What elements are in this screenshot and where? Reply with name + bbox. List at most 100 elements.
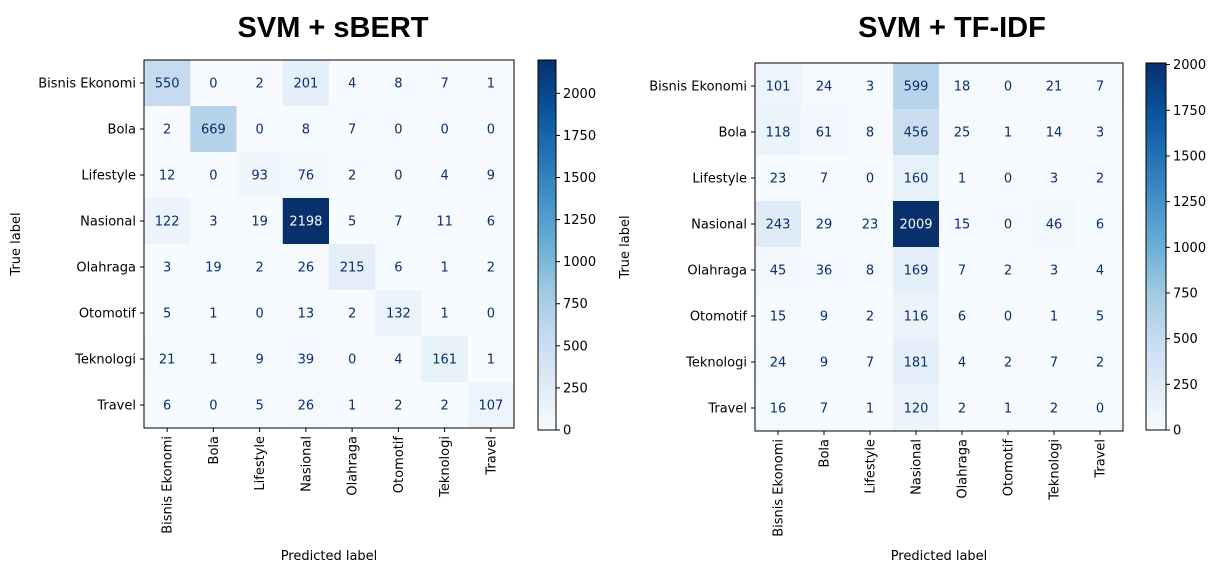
heatmap-cell (144, 336, 191, 383)
chart-title: SVM + sBERT (237, 12, 429, 44)
cell-value-label: 19 (251, 215, 268, 230)
cell-value-label: 1 (1050, 310, 1058, 325)
x-tick-label: Lifestyle (253, 436, 268, 491)
heatmap-cell (755, 385, 802, 432)
y-tick-label: Olahraga (76, 261, 136, 276)
heatmap-cell (236, 290, 284, 337)
heatmap-cell (893, 109, 940, 156)
cell-value-label: 6 (487, 215, 495, 230)
y-tick-label: Teknologi (685, 356, 747, 371)
heatmap-cell (467, 60, 515, 107)
heatmap-cell (467, 244, 515, 291)
heatmap-cell (1031, 339, 1078, 386)
cell-value-label: 169 (904, 264, 929, 279)
heatmap-cell (467, 152, 515, 199)
cell-value-label: 0 (1004, 218, 1012, 233)
heatmap-cell (1077, 201, 1124, 248)
colorbar-tick-label: 1500 (1173, 149, 1206, 164)
x-tick-label: Travel (1094, 439, 1109, 479)
cell-value-label: 1 (440, 261, 448, 276)
cell-value-label: 118 (766, 126, 791, 141)
heatmap-cell (236, 60, 284, 107)
heatmap-cell (467, 382, 515, 429)
heatmap-cell (421, 106, 469, 153)
colorbar-tick-label: 750 (563, 297, 588, 312)
heatmap-cell (755, 247, 802, 294)
cell-value-label: 2009 (899, 218, 932, 233)
cell-value-label: 4 (1096, 264, 1104, 279)
colorbar-tick-label: 1500 (563, 171, 596, 186)
heatmap-cell (801, 247, 848, 294)
cell-value-label: 2 (1004, 356, 1012, 371)
cell-value-label: 0 (255, 307, 263, 322)
cell-value-label: 5 (255, 399, 263, 414)
colorbar-gradient (537, 59, 557, 431)
heatmap-cell (190, 60, 237, 107)
heatmap-cell (755, 109, 802, 156)
colorbar-tick-label: 500 (563, 339, 588, 354)
plot-frame (143, 59, 515, 429)
cell-value-label: 4 (348, 77, 356, 92)
cell-value-label: 0 (255, 123, 263, 138)
cell-value-label: 46 (1046, 218, 1063, 233)
cell-value-label: 12 (159, 169, 176, 184)
heatmap-cell (282, 152, 330, 199)
x-tick-label: Teknologi (1048, 439, 1063, 501)
heatmap-cell (375, 198, 422, 245)
colorbar-tick-label: 0 (1173, 424, 1181, 439)
cell-value-label: 1 (1004, 126, 1012, 141)
cell-value-label: 120 (904, 402, 929, 417)
heatmap-cell (190, 244, 237, 291)
x-tick-label: Otomotif (1002, 439, 1017, 497)
heatmap-cell (467, 106, 515, 153)
heatmap-cell (375, 152, 422, 199)
cell-value-label: 15 (954, 218, 971, 233)
heatmap-cell (1031, 109, 1078, 156)
heatmap-cell (985, 293, 1032, 340)
heatmap-cell (467, 198, 515, 245)
x-tick-label: Nasional (910, 439, 925, 495)
heatmap-cell (1077, 247, 1124, 294)
heatmap-cell (939, 201, 986, 248)
cell-value-label: 1 (348, 399, 356, 414)
colorbar-tick-label: 2000 (563, 87, 596, 102)
cell-value-label: 1 (440, 307, 448, 322)
cell-value-label: 243 (766, 218, 791, 233)
cell-value-label: 6 (958, 310, 966, 325)
cell-value-label: 8 (302, 123, 310, 138)
heatmap-cell (375, 106, 422, 153)
cell-value-label: 76 (298, 169, 315, 184)
x-tick-label: Bola (818, 439, 833, 467)
cell-value-label: 5 (163, 307, 171, 322)
heatmap-cell (939, 385, 986, 432)
heatmap-cell (329, 152, 376, 199)
colorbar-tick-label: 1750 (563, 129, 596, 144)
cell-value-label: 2 (394, 399, 402, 414)
x-tick-label: Bisnis Ekonomi (772, 439, 787, 537)
y-tick-label: Bola (108, 123, 136, 138)
cell-value-label: 3 (1050, 264, 1058, 279)
cell-value-label: 1 (209, 353, 217, 368)
heatmap-cell (847, 385, 894, 432)
cell-value-label: 0 (394, 169, 402, 184)
colorbar-tick-label: 1250 (1173, 195, 1206, 210)
cell-value-label: 2 (487, 261, 495, 276)
heatmap-cell (893, 155, 940, 202)
cell-value-label: 2 (1050, 402, 1058, 417)
cell-value-label: 132 (386, 307, 411, 322)
y-tick-label: Nasional (691, 218, 747, 233)
cell-value-label: 7 (394, 215, 402, 230)
cell-value-label: 9 (820, 356, 828, 371)
heatmap-cell (190, 382, 237, 429)
heatmap-cell (755, 155, 802, 202)
x-tick-label: Travel (484, 436, 499, 476)
heatmap-cell (282, 382, 330, 429)
cell-value-label: 0 (487, 307, 495, 322)
colorbar: 0 250 500 750 1000 1250 1500 1750 2000 (537, 59, 596, 439)
cell-value-label: 161 (432, 353, 457, 368)
heatmap-cell (801, 155, 848, 202)
x-tick-label: Otomotif (392, 436, 407, 494)
cell-value-label: 599 (904, 80, 929, 95)
